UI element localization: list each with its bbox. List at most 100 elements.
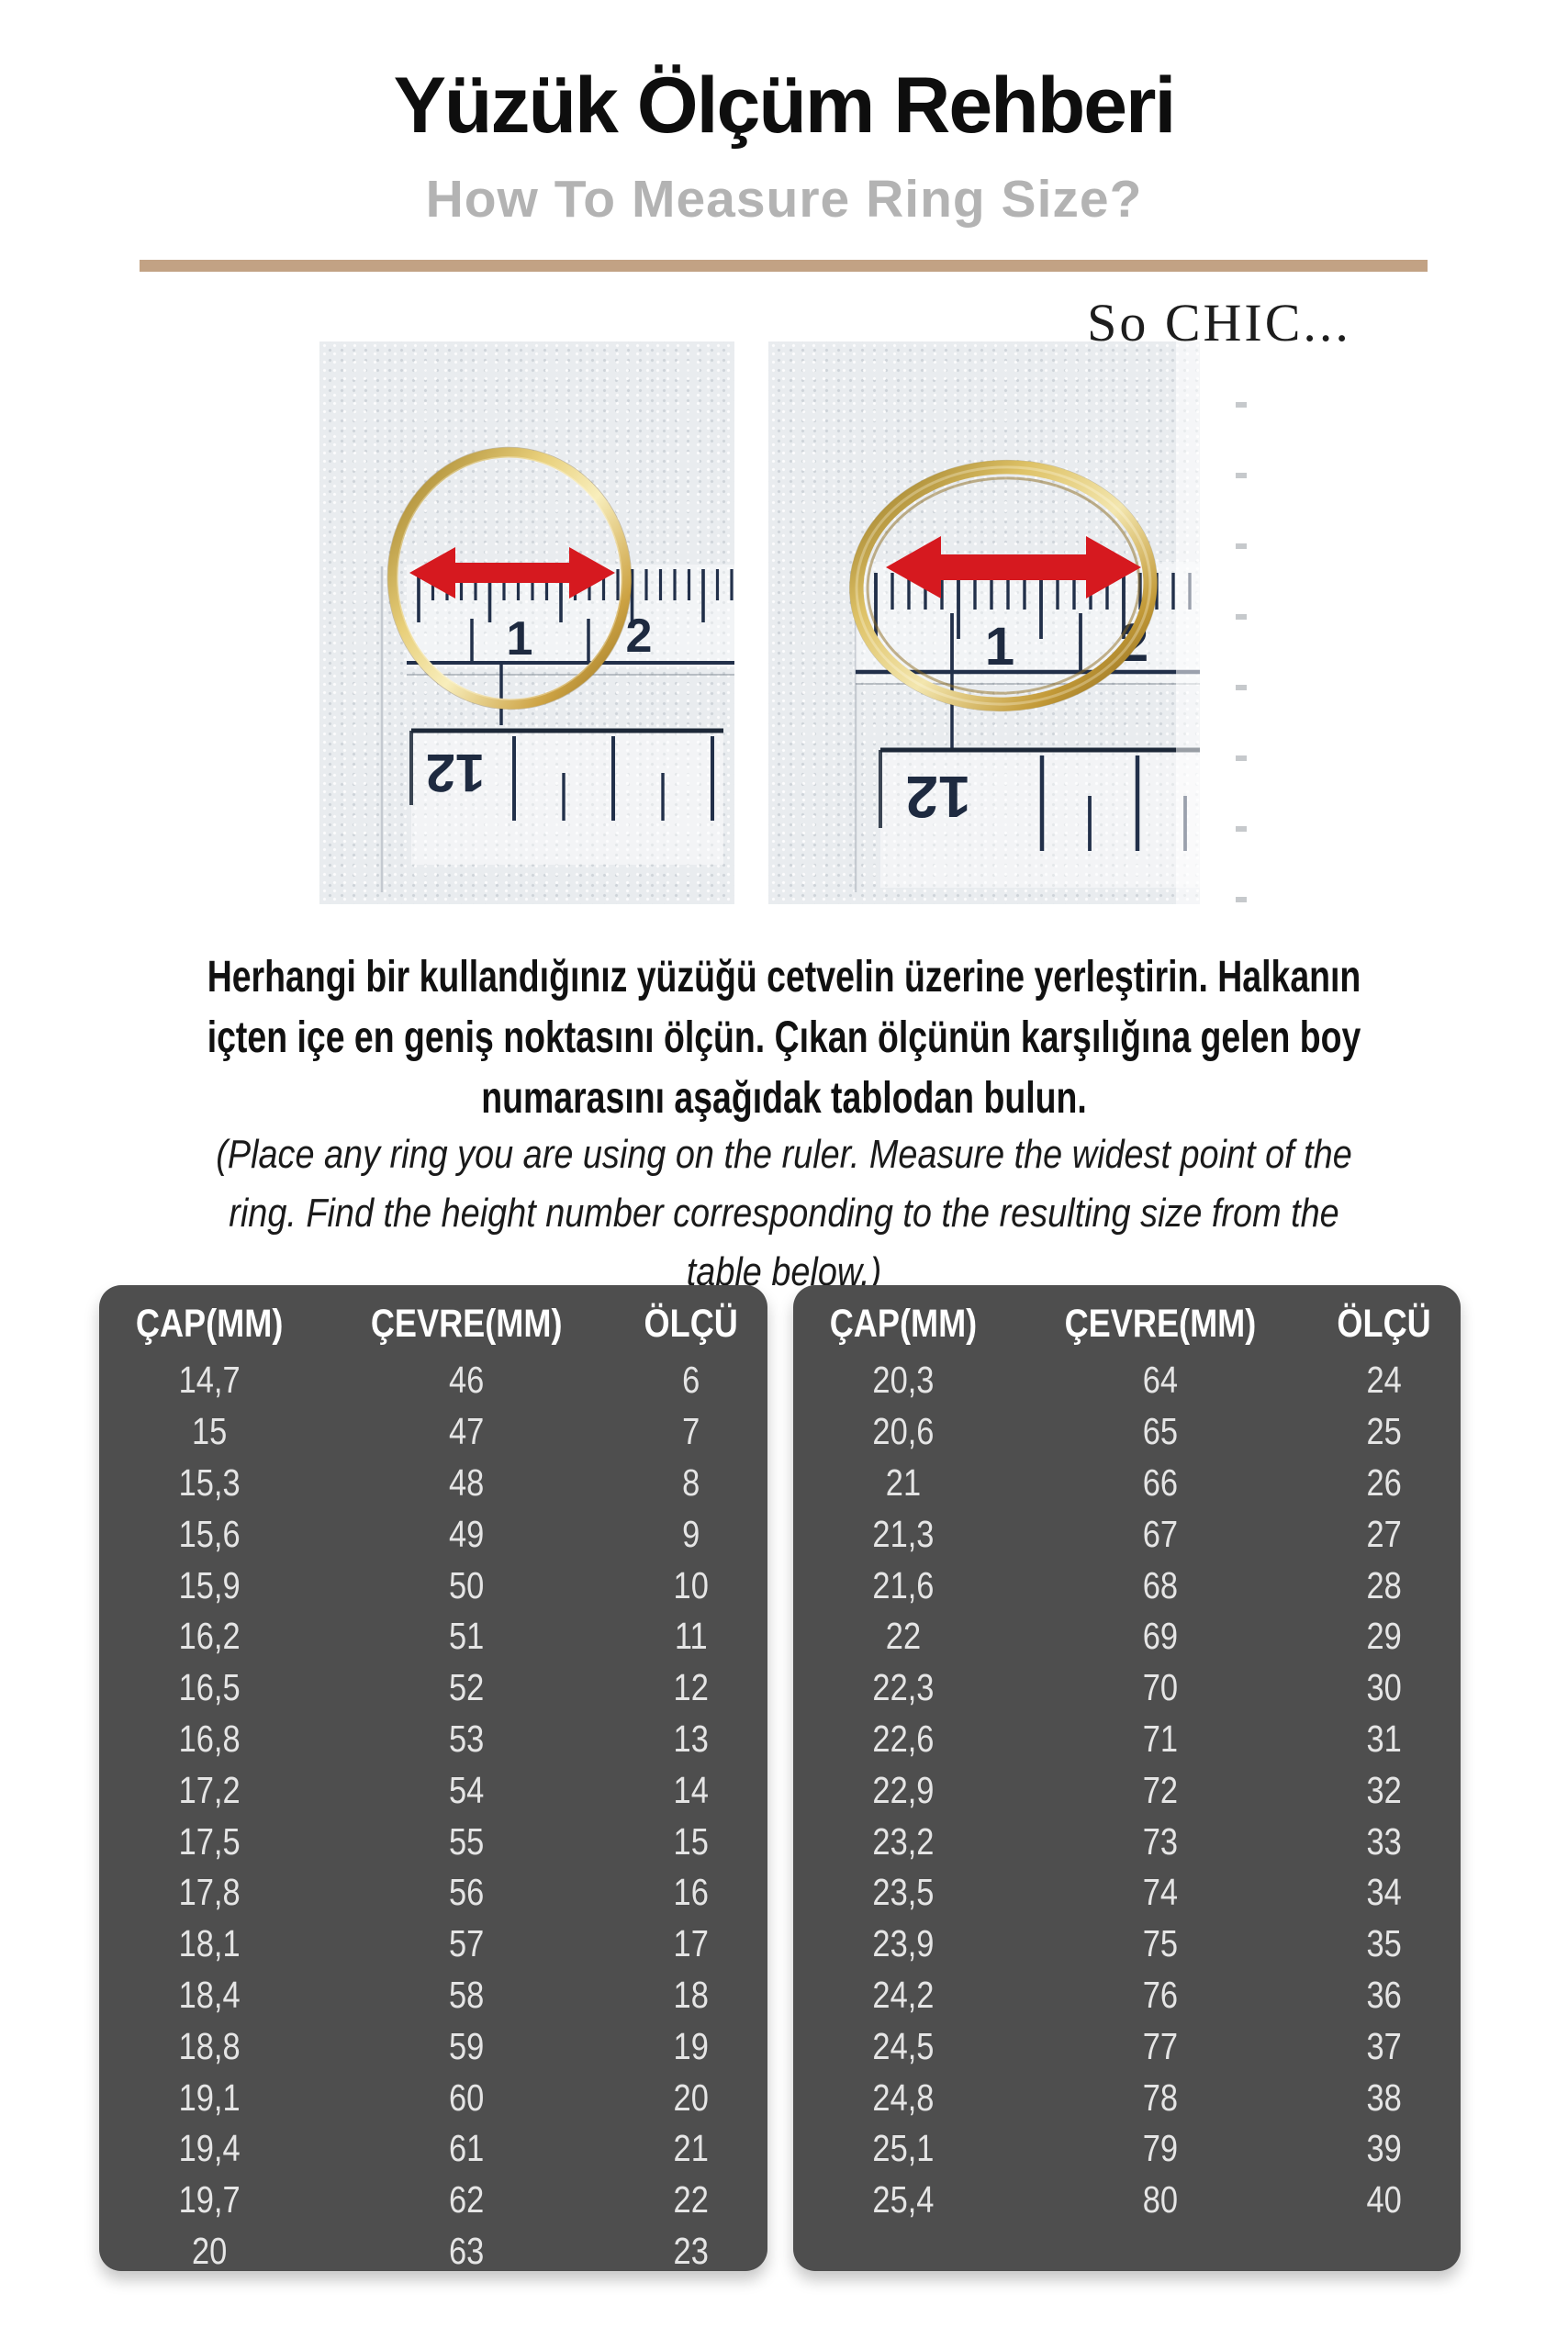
table-cell: 21,3 (872, 1512, 935, 1555)
table-row: 24,8 78 38 (793, 2072, 1461, 2123)
table-cell: 38 (1366, 2076, 1402, 2119)
instructions-turkish: Herhangi bir kullandığınız yüzüğü cetvel… (207, 953, 1361, 1123)
table-cell: 21 (673, 2127, 709, 2170)
table-row: 25,4 80 40 (793, 2175, 1461, 2226)
table-cell: 17,2 (178, 1768, 241, 1811)
table-cell: 25 (1366, 1410, 1402, 1453)
ring-photo-left-graphic: 1 2 12 (380, 446, 734, 892)
table-cell: 17 (673, 1922, 709, 1965)
table-cell: 21,6 (872, 1563, 935, 1606)
table-cell: 51 (449, 1615, 485, 1658)
ruler-number-12-inverted: 12 (905, 764, 970, 830)
table-cell: 64 (1142, 1359, 1178, 1402)
table-row: 22,3 70 30 (793, 1662, 1461, 1714)
table-row: 15,9 50 10 (99, 1560, 767, 1611)
ring-photo-right: 1 2 12 (768, 341, 1200, 904)
table-cell: 18,4 (178, 1973, 241, 2016)
table-cell: 23,2 (872, 1819, 935, 1863)
table-row: 18,1 57 17 (99, 1919, 767, 1970)
table-cell: 32 (1366, 1768, 1402, 1811)
table-cell: 58 (449, 1973, 485, 2016)
table-cell: 61 (449, 2127, 485, 2170)
table-cell: 18 (673, 1973, 709, 2016)
table-cell: 57 (449, 1922, 485, 1965)
table-cell: 72 (1142, 1768, 1178, 1811)
table-cell: 12 (673, 1666, 709, 1709)
table-row: 16,2 51 11 (99, 1611, 767, 1662)
table-row: 19,1 60 20 (99, 2072, 767, 2123)
table-cell: 69 (1142, 1615, 1178, 1658)
table-cell: 40 (1366, 2178, 1402, 2221)
table-cell: 15 (673, 1819, 709, 1863)
size-table-right: ÇAP(MM) ÇEVRE(MM) ÖLÇÜ 20,3 64 24 20,6 65 25 2… (793, 1285, 1461, 2271)
table-cell: 59 (449, 2024, 485, 2067)
table-cell: 73 (1142, 1819, 1178, 1863)
table-cell: 22 (673, 2178, 709, 2221)
table-cell: 24,8 (872, 2076, 935, 2119)
table-cell: 15 (191, 1410, 228, 1453)
table-cell: 29 (1366, 1615, 1402, 1658)
table-row: 18,8 59 19 (99, 2020, 767, 2072)
table-cell: 67 (1142, 1512, 1178, 1555)
column-header-circumference: ÇEVRE(MM) (371, 1301, 563, 1346)
diameter-arrow (886, 536, 1141, 599)
table-cell: 15,9 (178, 1563, 241, 1606)
table-cell: 79 (1142, 2127, 1178, 2170)
table-cell: 62 (449, 2178, 485, 2221)
table-cell: 60 (449, 2076, 485, 2119)
table-cell: 15,3 (178, 1460, 241, 1504)
table-cell: 15,6 (178, 1512, 241, 1555)
ruler-number-1: 1 (507, 612, 533, 666)
table-cell: 76 (1142, 1973, 1178, 2016)
size-table-left: ÇAP(MM) ÇEVRE(MM) ÖLÇÜ 14,7 46 6 15 47 7 15,3 4… (99, 1285, 767, 2272)
table-cell: 17,5 (178, 1819, 241, 1863)
table-row: 18,4 58 18 (99, 1970, 767, 2021)
lower-ruler-ticks (503, 734, 723, 826)
table-cell: 65 (1142, 1410, 1178, 1453)
table-cell: 6 (681, 1359, 700, 1402)
table-body: 14,7 46 6 15 47 7 15,3 48 8 15,6 49 9 15,9 50 10 16,2 51… (99, 1355, 767, 2277)
table-cell: 74 (1142, 1871, 1178, 1914)
table-cell: 36 (1366, 1973, 1402, 2016)
table-row: 24,2 76 36 (793, 1970, 1461, 2021)
table-row: 21 66 26 (793, 1458, 1461, 1509)
table-cell: 16,2 (178, 1615, 241, 1658)
table-cell: 23,9 (872, 1922, 935, 1965)
table-cell: 7 (681, 1410, 700, 1453)
table-cell: 53 (449, 1717, 485, 1760)
ruler-number-1: 1 (985, 617, 1014, 677)
table-cell: 13 (673, 1717, 709, 1760)
table-cell: 52 (449, 1666, 485, 1709)
table-cell: 71 (1142, 1717, 1178, 1760)
table-cell: 30 (1366, 1666, 1402, 1709)
table-cell: 23,5 (872, 1871, 935, 1914)
table-cell: 21 (885, 1460, 922, 1504)
ring-photo-right-graphic: 1 2 12 (849, 459, 1200, 892)
table-row: 20,6 65 25 (793, 1406, 1461, 1458)
table-cell: 39 (1366, 2127, 1402, 2170)
table-cell: 19,7 (178, 2178, 241, 2221)
table-cell: 37 (1366, 2024, 1402, 2067)
table-cell: 23 (673, 2229, 709, 2272)
table-cell: 20 (673, 2076, 709, 2119)
table-row: 14,7 46 6 (99, 1355, 767, 1406)
table-cell: 56 (449, 1871, 485, 1914)
table-cell: 28 (1366, 1563, 1402, 1606)
page-subtitle: How To Measure Ring Size? (425, 170, 1143, 229)
table-row: 23,5 74 34 (793, 1867, 1461, 1919)
table-row: 17,8 56 16 (99, 1867, 767, 1919)
instructions-english: (Place any ring you are using on the rul… (216, 1132, 1352, 1294)
table-row: 20 63 23 (99, 2226, 767, 2277)
table-cell: 19,4 (178, 2127, 241, 2170)
table-cell: 18,8 (178, 2024, 241, 2067)
table-row: 19,7 62 22 (99, 2175, 767, 2226)
table-cell: 22 (885, 1615, 922, 1658)
table-cell: 66 (1142, 1460, 1178, 1504)
table-row: 17,2 54 14 (99, 1764, 767, 1816)
table-cell: 20 (191, 2229, 228, 2272)
table-row: 15 47 7 (99, 1406, 767, 1458)
table-cell: 24 (1366, 1359, 1402, 1402)
table-row: 22,6 71 31 (793, 1714, 1461, 1765)
table-row: 25,1 79 39 (793, 2123, 1461, 2175)
